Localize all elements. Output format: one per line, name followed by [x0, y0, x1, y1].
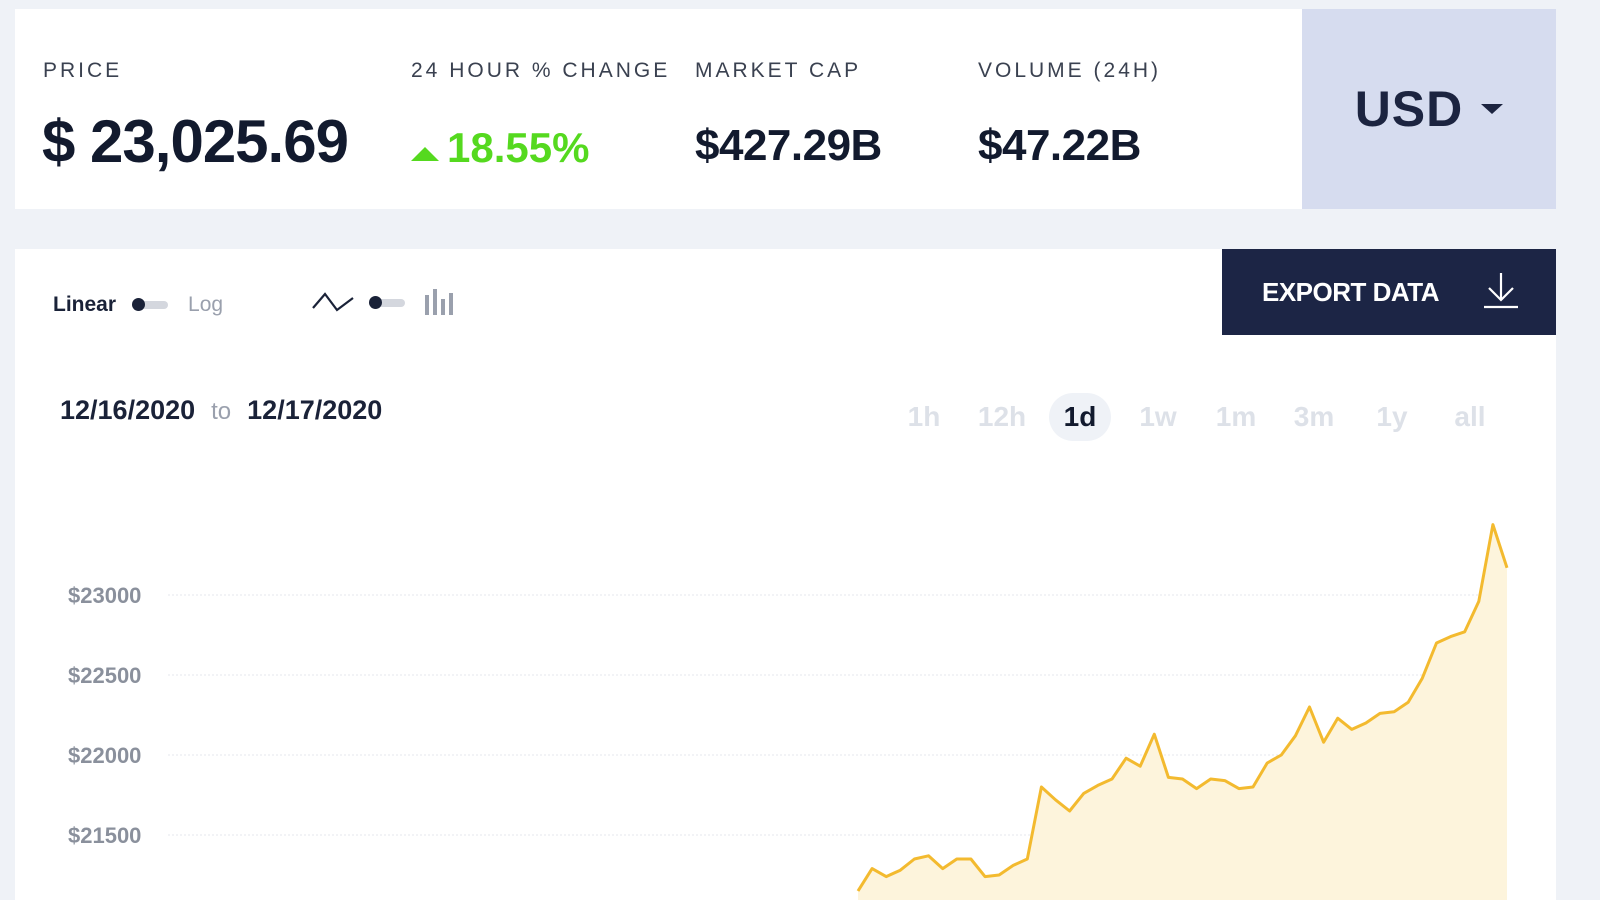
period-tab-1y[interactable]: 1y: [1353, 392, 1431, 442]
period-tab-1w[interactable]: 1w: [1119, 392, 1197, 442]
y-tick-label: $22500: [68, 663, 141, 688]
period-tab-label: 1w: [1139, 401, 1177, 432]
period-tab-label: 1y: [1376, 401, 1408, 432]
period-tab-12h[interactable]: 12h: [963, 392, 1041, 442]
chart-type-switch[interactable]: [369, 296, 405, 309]
date-range: 12/16/2020 to 12/17/2020: [60, 395, 382, 426]
volume-label: VOLUME (24H): [978, 59, 1162, 82]
export-data-button[interactable]: EXPORT DATA: [1222, 249, 1556, 335]
y-tick-label: $23000: [68, 583, 141, 608]
volume-value: $47.22B: [978, 121, 1141, 170]
line-chart-icon[interactable]: [311, 288, 355, 318]
scale-switch[interactable]: [132, 298, 169, 311]
period-tab-label: 12h: [977, 401, 1027, 432]
period-tab-all[interactable]: all: [1431, 392, 1509, 442]
price-label: PRICE: [43, 59, 123, 82]
range-to[interactable]: 12/17/2020: [247, 395, 383, 425]
period-tab-3m[interactable]: 3m: [1275, 392, 1353, 442]
range-to-word: to: [211, 398, 232, 425]
up-arrow-icon: [411, 147, 439, 161]
currency-label: USD: [1354, 81, 1464, 137]
price-line: [856, 523, 1509, 892]
y-tick-label: $21500: [68, 823, 141, 848]
period-tab-1h[interactable]: 1h: [885, 392, 963, 442]
switch-knob: [132, 298, 146, 311]
chart-type-toggle[interactable]: [311, 287, 453, 319]
period-tab-1d[interactable]: 1d: [1041, 392, 1119, 442]
change-value-wrapper: 18.55%: [411, 124, 589, 172]
period-tab-label: 1h: [907, 401, 941, 432]
stats-bar: PRICE $ 23,025.69 24 HOUR % CHANGE 18.55…: [15, 9, 1556, 209]
period-tab-label: 1m: [1215, 401, 1257, 432]
period-tab-label: all: [1454, 401, 1486, 432]
bar-chart-icon[interactable]: [423, 287, 453, 319]
chart-panel: Linear Log EXPORT DATA 12/16/2020 to 12/…: [15, 249, 1556, 900]
export-label: EXPORT DATA: [1262, 276, 1439, 307]
y-tick-label: $22000: [68, 743, 141, 768]
scale-log-label[interactable]: Log: [188, 293, 224, 316]
market-cap-value: $427.29B: [695, 121, 882, 170]
caret-down-icon: [1481, 104, 1504, 114]
currency-selector[interactable]: USD: [1302, 9, 1556, 209]
download-icon: [1484, 273, 1518, 309]
price-chart: $23000 $22500 $22000 $21500: [68, 523, 1509, 900]
scale-linear-label[interactable]: Linear: [53, 293, 117, 316]
price-area: [858, 524, 1507, 900]
period-tab-label: 3m: [1293, 401, 1335, 432]
market-cap-label: MARKET CAP: [695, 59, 862, 82]
change-label: 24 HOUR % CHANGE: [411, 59, 671, 82]
switch-knob: [369, 296, 382, 309]
change-value: 18.55%: [447, 124, 590, 171]
price-value: $ 23,025.69: [42, 108, 349, 175]
range-from[interactable]: 12/16/2020: [60, 395, 196, 425]
period-tab-1m[interactable]: 1m: [1197, 392, 1275, 442]
period-selector: 1h 12h 1d 1w 1m 3m 1y all: [885, 392, 1509, 442]
scale-toggle[interactable]: Linear Log: [53, 293, 223, 317]
period-tab-label: 1d: [1048, 393, 1112, 441]
